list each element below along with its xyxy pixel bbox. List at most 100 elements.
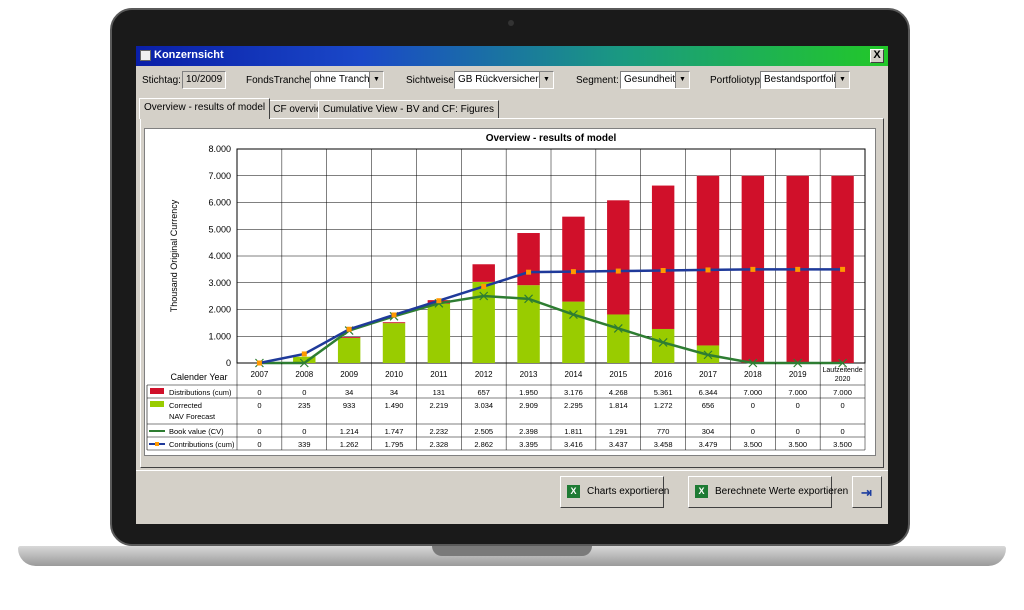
point-contributions — [436, 298, 442, 304]
portfoliotyp-select[interactable]: Bestandsportfolio ▼ — [760, 71, 850, 89]
table-cell: 3.458 — [654, 440, 673, 449]
table-cell: 6.344 — [699, 388, 718, 397]
x-tick-label: 2012 — [475, 370, 493, 379]
table-cell: 1.214 — [340, 427, 359, 436]
camera-icon — [508, 20, 514, 26]
stichtag-label: Stichtag: — [142, 75, 181, 86]
tab-cumulative-view[interactable]: Cumulative View - BV and CF: Figures — [318, 100, 499, 118]
bar-nav — [427, 303, 451, 363]
bar-nav — [607, 314, 630, 363]
table-cell: 7.000 — [743, 388, 762, 397]
table-cell: 0 — [751, 427, 755, 436]
legend-swatch — [150, 401, 164, 407]
x-tick-label: 2010 — [385, 370, 403, 379]
charts-export-label: Charts exportieren — [587, 486, 670, 497]
table-cell: 1.490 — [385, 401, 404, 410]
close-button[interactable]: X — [870, 49, 884, 63]
table-cell: 3.500 — [833, 440, 852, 449]
exit-button[interactable]: ⇥ — [852, 476, 882, 508]
point-contributions — [256, 360, 262, 366]
tab-overview[interactable]: Overview - results of model — [139, 98, 271, 119]
excel-icon: X — [567, 485, 580, 498]
laptop-base — [18, 546, 1006, 566]
table-cell: 1.291 — [609, 427, 628, 436]
stichtag-field: 10/2009 — [182, 71, 226, 89]
table-cell: 656 — [702, 401, 715, 410]
table-cell: 34 — [390, 388, 398, 397]
segment-label: Segment: — [576, 75, 619, 86]
table-cell: 7.000 — [788, 388, 807, 397]
values-export-label: Berechnete Werte exportieren — [715, 486, 849, 497]
x-tick-label: 2015 — [609, 370, 627, 379]
bar-distributions — [382, 322, 406, 324]
bar-nav — [382, 323, 406, 363]
point-book-value — [479, 291, 489, 301]
table-cell: 3.479 — [699, 440, 718, 449]
point-book-value — [748, 358, 758, 368]
legend-label: Distributions (cum) — [169, 388, 232, 397]
table-cell: 657 — [477, 388, 490, 397]
table-cell: 0 — [302, 388, 306, 397]
bar-nav — [472, 281, 495, 363]
fondstranche-select[interactable]: ohne Tranche ▼ — [310, 71, 384, 89]
overview-chart: Overview - results of model Thousand Orig… — [146, 133, 866, 451]
tab-panel — [140, 118, 884, 468]
bar-distributions — [651, 185, 675, 329]
bar-distributions — [562, 216, 585, 302]
point-book-value — [299, 358, 309, 368]
x-tick-label: Laufzeitende — [823, 367, 863, 374]
segment-select[interactable]: Gesundheit ▼ — [620, 71, 690, 89]
bar-nav — [293, 356, 316, 363]
bar-distributions — [472, 264, 495, 282]
table-cell: 0 — [257, 427, 261, 436]
point-book-value — [703, 350, 713, 360]
bar-nav — [337, 338, 361, 363]
table-cell: 1.814 — [609, 401, 628, 410]
table-cell: 0 — [796, 427, 800, 436]
table-cell: 1.272 — [654, 401, 673, 410]
excel-icon: X — [695, 485, 708, 498]
point-contributions — [391, 312, 397, 318]
chevron-down-icon[interactable]: ▼ — [675, 72, 689, 88]
table-cell: 2.295 — [564, 401, 583, 410]
x-tick-label: 2016 — [654, 370, 672, 379]
point-book-value — [524, 294, 533, 304]
bar-nav — [517, 285, 540, 363]
laptop-notch — [432, 546, 592, 556]
table-cell: 1.950 — [519, 388, 538, 397]
legend-swatch — [150, 388, 164, 394]
y-tick-label: 5.000 — [208, 224, 231, 234]
x-tick-label: 2019 — [789, 370, 807, 379]
table-cell: 0 — [796, 401, 800, 410]
legend-marker — [155, 442, 159, 446]
app-icon — [140, 50, 151, 61]
point-book-value — [569, 310, 578, 319]
table-cell: 3.437 — [609, 440, 628, 449]
y-tick-label: 2.000 — [208, 305, 231, 315]
charts-export-button[interactable]: X Charts exportieren — [560, 476, 669, 508]
point-contributions — [570, 269, 576, 275]
fondstranche-label: FondsTranche: — [246, 75, 313, 86]
table-cell: 3.176 — [564, 388, 583, 397]
chevron-down-icon[interactable]: ▼ — [369, 72, 383, 88]
table-cell: 7.000 — [833, 388, 852, 397]
legend-label: Corrected — [169, 401, 202, 410]
values-export-button[interactable]: X Berechnete Werte exportieren — [688, 476, 848, 508]
legend-label: Contributions (cum) — [169, 440, 235, 449]
table-cell: 5.361 — [654, 388, 673, 397]
x-tick-label: 2008 — [295, 370, 313, 379]
table-cell: 3.500 — [743, 440, 762, 449]
window-titlebar: Konzernsicht X — [136, 46, 888, 66]
x-tick-label: 2013 — [520, 370, 538, 379]
table-cell: 2.909 — [519, 401, 538, 410]
chevron-down-icon[interactable]: ▼ — [539, 72, 553, 88]
table-cell: 0 — [257, 388, 261, 397]
sichtweise-select[interactable]: GB Rückversicherung ▼ — [454, 71, 554, 89]
table-cell: 2.398 — [519, 427, 538, 436]
x-tick-label: 2018 — [744, 370, 762, 379]
chevron-down-icon[interactable]: ▼ — [835, 72, 849, 88]
table-cell: 933 — [343, 401, 356, 410]
point-contributions — [705, 267, 711, 273]
y-tick-label: 7.000 — [208, 171, 231, 181]
window-title: Konzernsicht — [154, 49, 224, 61]
